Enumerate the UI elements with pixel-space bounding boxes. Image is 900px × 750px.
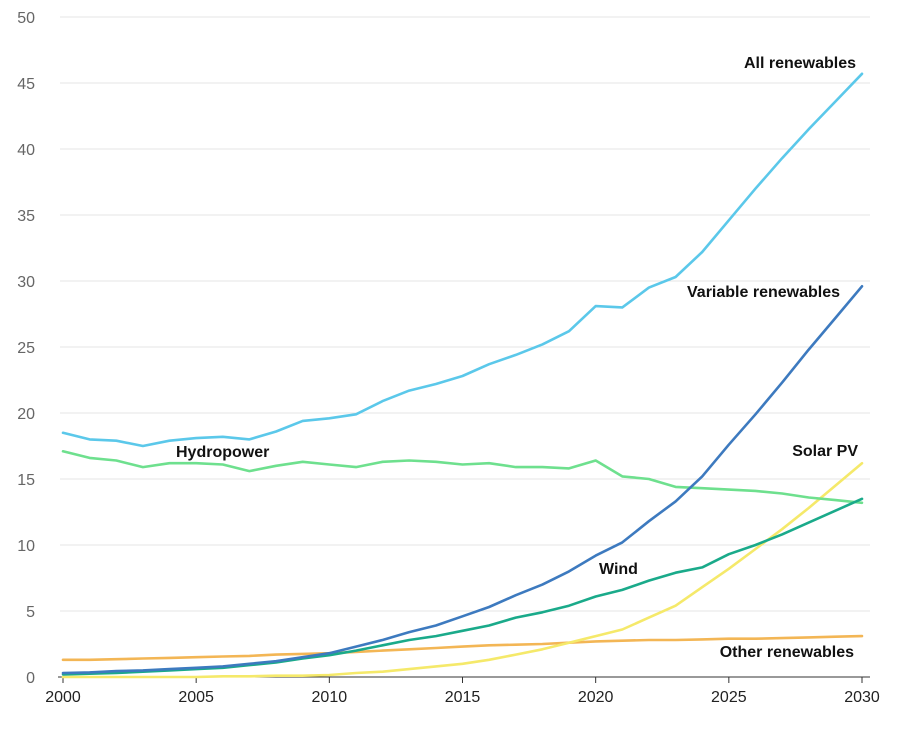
x-tick-label: 2015 [445, 689, 481, 706]
x-tick-label: 2020 [578, 689, 614, 706]
x-tick-label: 2000 [45, 689, 81, 706]
y-tick-label: 5 [26, 604, 35, 621]
gridlines [60, 16, 870, 612]
series-labels: All renewables Variable renewables Hydropo… [176, 55, 858, 661]
y-tick-label: 15 [17, 472, 35, 489]
y-tick-label: 0 [26, 670, 35, 687]
series-lines [61, 72, 864, 679]
x-tick-label: 2010 [312, 689, 348, 706]
y-tick-label: 20 [17, 406, 35, 423]
series-line-variable [61, 285, 864, 675]
series-line-other [61, 634, 864, 662]
series-label-other: Other renewables [720, 644, 854, 661]
x-tick-label: 2030 [844, 689, 880, 706]
series-line-hydro [61, 450, 864, 505]
series-label-hydro: Hydropower [176, 444, 269, 461]
series-label-wind: Wind [599, 561, 638, 578]
series-line-all [61, 72, 864, 448]
y-tick-label: 35 [17, 208, 35, 225]
y-axis-ticks: 0 5 10 15 20 25 30 35 40 45 50 [17, 10, 35, 687]
y-tick-label: 25 [17, 340, 35, 357]
y-tick-label: 40 [17, 142, 35, 159]
series-label-all: All renewables [744, 55, 856, 72]
series-line-solar [61, 461, 864, 679]
series-label-variable: Variable renewables [687, 284, 840, 301]
x-tick-label: 2005 [178, 689, 214, 706]
y-tick-label: 30 [17, 274, 35, 291]
series-label-solar: Solar PV [792, 443, 858, 460]
x-axis-ticks: 2000 2005 2010 2015 2020 2025 2030 [45, 677, 880, 706]
y-tick-label: 45 [17, 76, 35, 93]
x-tick-label: 2025 [711, 689, 747, 706]
y-tick-label: 10 [17, 538, 35, 555]
y-tick-label: 50 [17, 10, 35, 27]
